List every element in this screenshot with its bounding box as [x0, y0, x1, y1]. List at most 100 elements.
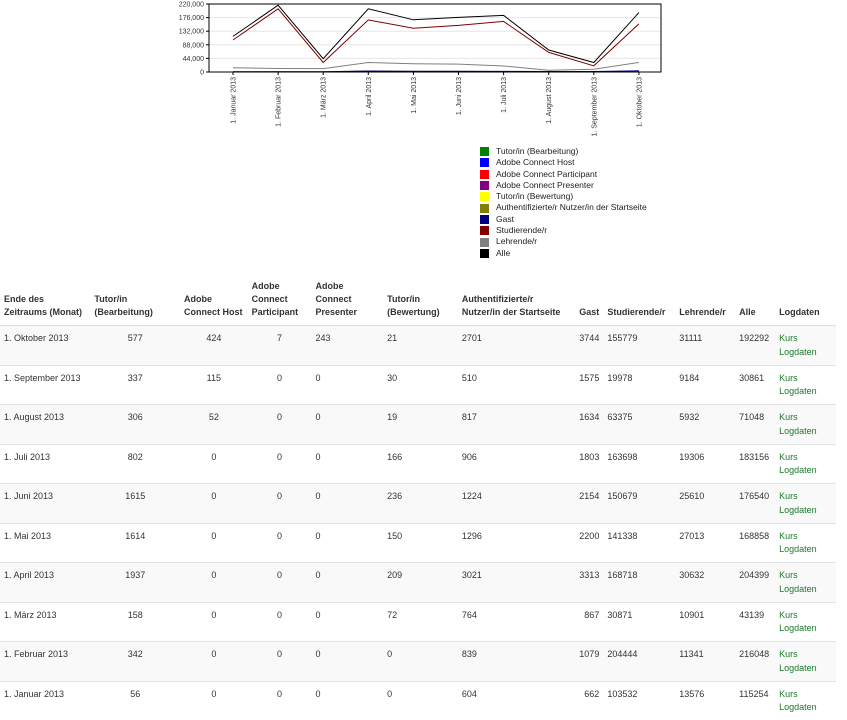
cell-guest: 3313 [575, 563, 603, 603]
cell-ac-host: 0 [180, 444, 248, 484]
cell-period: 1. Juni 2013 [0, 484, 90, 524]
cell-tutor-edit: 577 [90, 326, 180, 366]
cell-ac-host: 0 [180, 681, 248, 720]
header-all: Alle [735, 276, 775, 326]
cell-student: 168718 [603, 563, 675, 603]
table-row: 1. April 2013 1937 0 0 0 209 3021 3313 1… [0, 563, 836, 603]
logdata-link[interactable]: Logdaten [779, 465, 817, 475]
cell-guest: 1634 [575, 405, 603, 445]
course-link[interactable]: Kurs [779, 610, 798, 620]
legend-swatch [480, 238, 489, 247]
legend-item: Lehrende/r [480, 236, 647, 247]
legend-item: Alle [480, 248, 647, 259]
logdata-link[interactable]: Logdaten [779, 584, 817, 594]
y-tick-label: 44,000 [183, 56, 205, 63]
table-header-row: Ende des Zeitraums (Monat) Tutor/in (Bea… [0, 276, 836, 326]
cell-teacher: 27013 [675, 523, 735, 563]
cell-tutor-grade: 0 [383, 642, 458, 682]
cell-all: 192292 [735, 326, 775, 366]
cell-teacher: 13576 [675, 681, 735, 720]
cell-auth-user: 839 [458, 642, 575, 682]
legend-swatch [480, 192, 489, 201]
chart-legend: Tutor/in (Bearbeitung)Adobe Connect Host… [480, 146, 647, 259]
cell-ac-host: 0 [180, 484, 248, 524]
cell-teacher: 25610 [675, 484, 735, 524]
table-row: 1. Januar 2013 56 0 0 0 0 604 662 103532… [0, 681, 836, 720]
cell-ac-participant: 0 [248, 642, 312, 682]
cell-teacher: 19306 [675, 444, 735, 484]
cell-tutor-edit: 306 [90, 405, 180, 445]
cell-ac-host: 0 [180, 523, 248, 563]
cell-auth-user: 764 [458, 602, 575, 642]
cell-ac-host: 424 [180, 326, 248, 366]
table-row: 1. Oktober 2013 577 424 7 243 21 2701 37… [0, 326, 836, 366]
cell-teacher: 9184 [675, 365, 735, 405]
cell-logs: Kurs Logdaten [775, 681, 836, 720]
course-link[interactable]: Kurs [779, 412, 798, 422]
table-row: 1. Juli 2013 802 0 0 0 166 906 1803 1636… [0, 444, 836, 484]
y-tick-label: 220,000 [179, 2, 204, 9]
cell-tutor-grade: 236 [383, 484, 458, 524]
course-link[interactable]: Kurs [779, 649, 798, 659]
x-tick-label: 1. Oktober 2013 [636, 77, 643, 127]
legend-label: Gast [496, 214, 514, 225]
legend-item: Gast [480, 214, 647, 225]
header-logs: Logdaten [775, 276, 836, 326]
cell-all: 30861 [735, 365, 775, 405]
cell-ac-participant: 7 [248, 326, 312, 366]
cell-logs: Kurs Logdaten [775, 602, 836, 642]
cell-tutor-edit: 342 [90, 642, 180, 682]
cell-student: 30871 [603, 602, 675, 642]
course-link[interactable]: Kurs [779, 570, 798, 580]
cell-logs: Kurs Logdaten [775, 365, 836, 405]
cell-auth-user: 1224 [458, 484, 575, 524]
cell-all: 168858 [735, 523, 775, 563]
x-tick-label: 1. März 2013 [321, 77, 328, 118]
cell-student: 155779 [603, 326, 675, 366]
legend-swatch [480, 158, 489, 167]
cell-logs: Kurs Logdaten [775, 405, 836, 445]
legend-label: Tutor/in (Bearbeitung) [496, 146, 578, 157]
logdata-link[interactable]: Logdaten [779, 623, 817, 633]
legend-label: Authentifizierte/r Nutzer/in der Startse… [496, 202, 647, 213]
cell-ac-presenter: 0 [311, 681, 383, 720]
cell-ac-presenter: 0 [311, 563, 383, 603]
cell-auth-user: 2701 [458, 326, 575, 366]
course-link[interactable]: Kurs [779, 452, 798, 462]
y-tick-label: 176,000 [179, 15, 204, 22]
cell-guest: 662 [575, 681, 603, 720]
course-link[interactable]: Kurs [779, 491, 798, 501]
course-link[interactable]: Kurs [779, 333, 798, 343]
logdata-link[interactable]: Logdaten [779, 505, 817, 515]
cell-tutor-grade: 19 [383, 405, 458, 445]
legend-swatch [480, 204, 489, 213]
cell-ac-host: 115 [180, 365, 248, 405]
legend-label: Adobe Connect Host [496, 157, 574, 168]
cell-teacher: 5932 [675, 405, 735, 445]
legend-label: Tutor/in (Bewertung) [496, 191, 573, 202]
logdata-link[interactable]: Logdaten [779, 702, 817, 712]
cell-ac-presenter: 0 [311, 642, 383, 682]
legend-swatch [480, 170, 489, 179]
logdata-link[interactable]: Logdaten [779, 426, 817, 436]
cell-tutor-edit: 1615 [90, 484, 180, 524]
cell-ac-participant: 0 [248, 365, 312, 405]
course-link[interactable]: Kurs [779, 373, 798, 383]
x-tick-label: 1. September 2013 [591, 77, 598, 137]
logdata-link[interactable]: Logdaten [779, 663, 817, 673]
legend-swatch [480, 181, 489, 190]
course-link[interactable]: Kurs [779, 531, 798, 541]
course-link[interactable]: Kurs [779, 689, 798, 699]
cell-all: 176540 [735, 484, 775, 524]
logdata-link[interactable]: Logdaten [779, 347, 817, 357]
logdata-link[interactable]: Logdaten [779, 386, 817, 396]
cell-ac-participant: 0 [248, 444, 312, 484]
cell-ac-host: 0 [180, 563, 248, 603]
legend-label: Studierende/r [496, 225, 547, 236]
header-tutor-grade: Tutor/in (Bewertung) [383, 276, 458, 326]
logdata-link[interactable]: Logdaten [779, 544, 817, 554]
plot-frame [209, 4, 661, 72]
cell-ac-participant: 0 [248, 681, 312, 720]
cell-period: 1. August 2013 [0, 405, 90, 445]
x-tick-label: 1. August 2013 [546, 77, 553, 124]
